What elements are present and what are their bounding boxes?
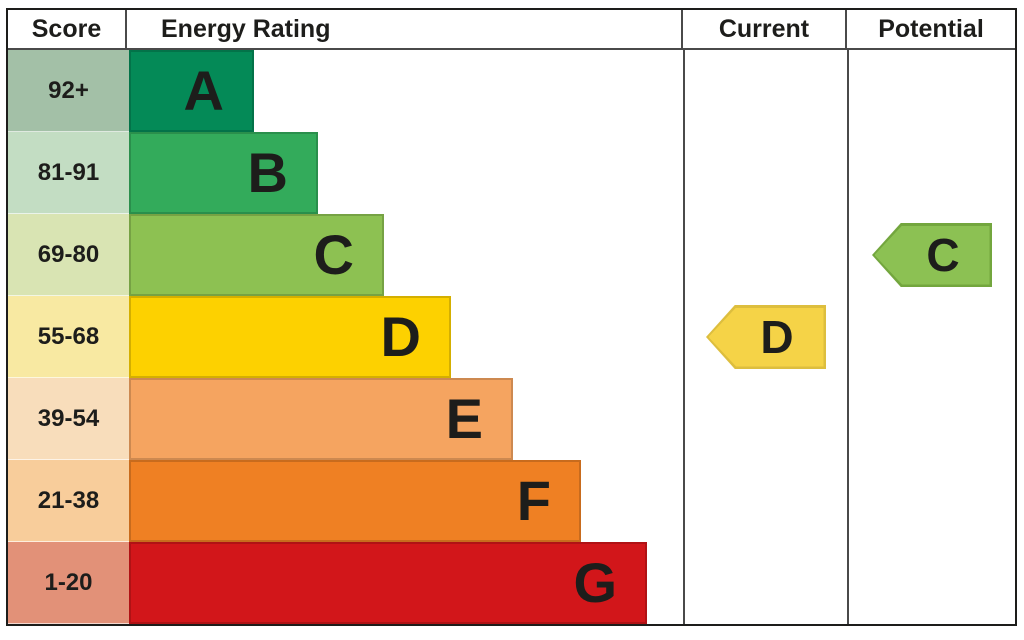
rating-bar-e: E (129, 378, 513, 460)
header-potential: Potential (878, 14, 984, 43)
score-range-d: 55-68 (8, 296, 129, 378)
potential-cell-g (849, 542, 1015, 624)
potential-cell-f (849, 460, 1015, 542)
current-cell-g (685, 542, 849, 624)
band-row-b: 81-91 B (8, 132, 1015, 214)
current-cell-b (685, 132, 849, 214)
band-row-f: 21-38 F (8, 460, 1015, 542)
rating-letter-g: G (573, 551, 617, 614)
rating-cell-e: E (129, 378, 685, 460)
band-row-c: 69-80 C C (8, 214, 1015, 296)
potential-cell-c: C (849, 214, 1015, 296)
header-row: Score Energy Rating Current Potential (8, 10, 1015, 50)
rating-cell-a: A (129, 50, 685, 132)
current-cell-d: D (685, 296, 849, 378)
rating-letter-b: B (247, 141, 288, 204)
score-range-e: 39-54 (8, 378, 129, 460)
rating-cell-f: F (129, 460, 685, 542)
band-row-g: 1-20 G (8, 542, 1015, 624)
rating-cell-c: C (129, 214, 685, 296)
current-cell-f (685, 460, 849, 542)
rating-bar-b: B (129, 132, 318, 214)
rating-letter-f: F (516, 469, 551, 532)
epc-rating-table: Score Energy Rating Current Potential 92… (6, 8, 1017, 626)
current-cell-e (685, 378, 849, 460)
current-rating-arrow: D (706, 305, 826, 369)
potential-rating-letter: C (926, 229, 960, 281)
band-row-e: 39-54 E (8, 378, 1015, 460)
score-range-g: 1-20 (8, 542, 129, 624)
current-cell-c (685, 214, 849, 296)
rating-bar-c: C (129, 214, 384, 296)
band-row-a: 92+ A (8, 50, 1015, 132)
header-current: Current (683, 10, 847, 48)
current-rating-letter: D (760, 311, 794, 363)
score-range-a: 92+ (8, 50, 129, 132)
rating-bar-a: A (129, 50, 254, 132)
rating-cell-d: D (129, 296, 685, 378)
rating-bar-g: G (129, 542, 647, 624)
potential-rating-arrow-fill: C (874, 225, 990, 285)
potential-cell-b (849, 132, 1015, 214)
rating-letter-e: E (445, 387, 483, 450)
current-rating-arrow-fill: D (708, 307, 824, 367)
potential-rating-arrow: C (872, 223, 992, 287)
rating-letter-c: C (313, 223, 354, 286)
rating-letter-d: D (380, 305, 421, 368)
current-cell-a (685, 50, 849, 132)
score-range-f: 21-38 (8, 460, 129, 542)
potential-cell-e (849, 378, 1015, 460)
rating-cell-g: G (129, 542, 685, 624)
rating-bar-d: D (129, 296, 451, 378)
rating-cell-b: B (129, 132, 685, 214)
score-range-c: 69-80 (8, 214, 129, 296)
potential-cell-a (849, 50, 1015, 132)
potential-cell-d (849, 296, 1015, 378)
header-score: Score (8, 10, 127, 48)
header-energy-rating: Energy Rating (127, 10, 683, 48)
rating-letter-a: A (183, 59, 224, 122)
band-row-d: 55-68 D D (8, 296, 1015, 378)
score-range-b: 81-91 (8, 132, 129, 214)
rating-bar-f: F (129, 460, 581, 542)
